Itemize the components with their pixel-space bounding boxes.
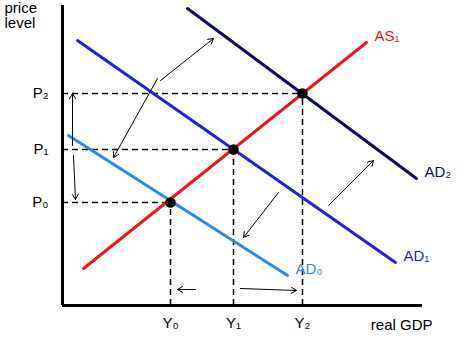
svg-text:Y₁: Y₁ xyxy=(226,314,241,331)
svg-text:real GDP: real GDP xyxy=(371,316,433,333)
svg-text:AS₁: AS₁ xyxy=(375,27,400,44)
svg-text:P₁: P₁ xyxy=(33,140,48,157)
svg-text:AD₂: AD₂ xyxy=(425,163,452,180)
svg-text:Y₀: Y₀ xyxy=(162,314,178,331)
svg-text:AD₀: AD₀ xyxy=(296,260,323,277)
svg-text:Y₂: Y₂ xyxy=(295,314,311,331)
svg-text:pricelevel: pricelevel xyxy=(5,0,38,31)
svg-text:P₀: P₀ xyxy=(32,193,48,210)
svg-text:P₂: P₂ xyxy=(33,84,49,101)
svg-text:AD₁: AD₁ xyxy=(404,247,430,264)
